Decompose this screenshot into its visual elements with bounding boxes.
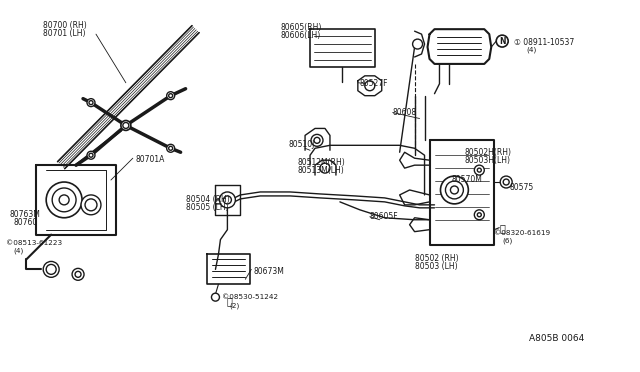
Circle shape <box>365 81 375 91</box>
Text: N: N <box>499 36 506 46</box>
Circle shape <box>46 182 82 218</box>
Text: ©08530-51242: ©08530-51242 <box>223 294 278 300</box>
Text: 80701A: 80701A <box>136 155 165 164</box>
Circle shape <box>413 39 422 49</box>
Text: 80504 (RH): 80504 (RH) <box>186 195 229 204</box>
Text: 80605F: 80605F <box>370 212 399 221</box>
Text: Ⓢ: Ⓢ <box>227 296 232 306</box>
Text: 80505 (LH): 80505 (LH) <box>186 203 228 212</box>
Text: (2): (2) <box>229 302 239 309</box>
Text: 80503 (LH): 80503 (LH) <box>415 262 457 272</box>
Text: 80512M(RH): 80512M(RH) <box>297 158 345 167</box>
Circle shape <box>121 121 131 131</box>
Text: 80570M: 80570M <box>451 175 483 184</box>
Circle shape <box>166 144 175 152</box>
Text: 80575: 80575 <box>509 183 533 192</box>
Text: 80606(LH): 80606(LH) <box>280 31 321 40</box>
Text: 80605(RH): 80605(RH) <box>280 23 321 32</box>
Text: 80513M(LH): 80513M(LH) <box>297 166 344 175</box>
Text: ① 08911-10537: ① 08911-10537 <box>514 38 575 47</box>
Text: 80608: 80608 <box>393 108 417 116</box>
Circle shape <box>81 195 101 215</box>
Circle shape <box>496 35 508 47</box>
Text: 80503H(LH): 80503H(LH) <box>465 156 510 165</box>
Circle shape <box>220 192 236 208</box>
Circle shape <box>474 210 484 220</box>
Text: 80673M: 80673M <box>253 267 284 276</box>
Circle shape <box>211 293 220 301</box>
Circle shape <box>72 268 84 280</box>
Text: Ⓢ: Ⓢ <box>499 223 505 233</box>
Text: ©08320-61619: ©08320-61619 <box>494 230 550 236</box>
Circle shape <box>166 92 175 100</box>
Circle shape <box>87 99 95 107</box>
Text: 80701 (LH): 80701 (LH) <box>44 29 86 38</box>
Text: A805B 0064: A805B 0064 <box>529 334 584 343</box>
Text: (4): (4) <box>13 247 24 254</box>
Circle shape <box>500 176 512 188</box>
Text: 80510J: 80510J <box>288 140 314 149</box>
Circle shape <box>320 163 330 173</box>
Circle shape <box>87 151 95 159</box>
Circle shape <box>311 134 323 146</box>
Text: (6): (6) <box>502 238 513 244</box>
Text: ©08513-61223: ©08513-61223 <box>6 240 63 246</box>
Text: 80502H(RH): 80502H(RH) <box>465 148 511 157</box>
Circle shape <box>440 176 468 204</box>
Text: 80700 (RH): 80700 (RH) <box>44 21 87 30</box>
Circle shape <box>474 165 484 175</box>
Text: 80763M: 80763M <box>10 210 40 219</box>
Circle shape <box>44 262 59 277</box>
Text: 80760: 80760 <box>13 218 38 227</box>
Text: (4): (4) <box>526 46 536 52</box>
Text: 80502 (RH): 80502 (RH) <box>415 254 458 263</box>
Text: 80527F: 80527F <box>360 79 388 88</box>
